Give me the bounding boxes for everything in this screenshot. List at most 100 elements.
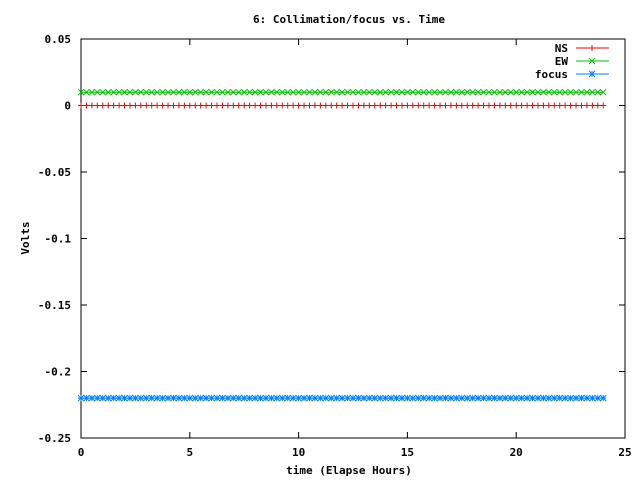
data-point bbox=[360, 394, 368, 402]
data-point bbox=[88, 88, 96, 96]
data-point bbox=[181, 88, 188, 96]
data-point bbox=[164, 88, 172, 96]
data-point bbox=[594, 88, 602, 96]
data-point bbox=[414, 394, 422, 402]
data-point bbox=[142, 394, 150, 402]
data-point bbox=[453, 88, 460, 96]
data-point bbox=[251, 88, 259, 96]
data-point bbox=[175, 88, 183, 96]
data-point bbox=[376, 394, 384, 402]
data-point bbox=[485, 394, 493, 402]
data-point bbox=[83, 102, 90, 109]
data-point bbox=[159, 88, 166, 96]
data-point bbox=[105, 102, 112, 109]
data-point bbox=[137, 394, 145, 402]
data-point bbox=[230, 102, 237, 109]
data-point bbox=[474, 88, 482, 96]
data-point bbox=[458, 88, 466, 96]
series-ns bbox=[78, 102, 607, 109]
data-point bbox=[181, 394, 188, 402]
data-point bbox=[148, 102, 155, 109]
data-point bbox=[311, 102, 318, 109]
data-point bbox=[104, 394, 112, 402]
data-point bbox=[78, 102, 84, 109]
data-point bbox=[545, 88, 553, 96]
y-tick-label: -0.15 bbox=[38, 299, 71, 312]
data-point bbox=[442, 394, 449, 402]
data-point bbox=[186, 394, 194, 402]
data-point bbox=[121, 394, 128, 402]
data-point bbox=[317, 394, 324, 402]
data-point bbox=[474, 394, 482, 402]
data-point bbox=[496, 394, 504, 402]
data-point bbox=[154, 102, 161, 109]
data-point bbox=[578, 88, 585, 96]
chart-title: 6: Collimation/focus vs. Time bbox=[253, 13, 445, 26]
data-point bbox=[453, 102, 460, 109]
data-point bbox=[278, 88, 286, 96]
data-point bbox=[524, 102, 531, 109]
data-point bbox=[491, 88, 498, 96]
data-point bbox=[442, 88, 449, 96]
data-point bbox=[311, 394, 319, 402]
data-point bbox=[349, 88, 357, 96]
data-point bbox=[333, 394, 341, 402]
data-point bbox=[469, 88, 477, 96]
data-point bbox=[170, 102, 177, 109]
data-point bbox=[409, 394, 417, 402]
data-point bbox=[213, 394, 221, 402]
data-point bbox=[512, 88, 520, 96]
data-point bbox=[523, 88, 531, 96]
data-point bbox=[583, 88, 591, 96]
data-point bbox=[360, 88, 368, 96]
data-point bbox=[365, 394, 373, 402]
data-point bbox=[301, 102, 308, 109]
data-point bbox=[170, 88, 177, 96]
data-point bbox=[600, 102, 607, 109]
data-point bbox=[371, 394, 379, 402]
data-point bbox=[589, 88, 596, 96]
data-point bbox=[551, 102, 558, 109]
data-point bbox=[252, 102, 259, 109]
data-point bbox=[224, 394, 232, 402]
legend-label: focus bbox=[535, 68, 568, 81]
data-point bbox=[148, 394, 156, 402]
data-point bbox=[344, 102, 351, 109]
data-point bbox=[556, 102, 563, 109]
data-point bbox=[355, 394, 362, 402]
data-point bbox=[556, 394, 564, 402]
data-point bbox=[523, 394, 531, 402]
data-point bbox=[420, 394, 428, 402]
data-point bbox=[268, 88, 275, 96]
data-point bbox=[573, 102, 580, 109]
data-point bbox=[507, 88, 515, 96]
data-point bbox=[529, 102, 536, 109]
data-point bbox=[240, 394, 248, 402]
data-point bbox=[431, 88, 438, 96]
data-point bbox=[458, 102, 465, 109]
data-point bbox=[191, 88, 199, 96]
x-tick-label: 10 bbox=[292, 446, 305, 459]
data-point bbox=[77, 394, 85, 402]
data-point bbox=[257, 102, 264, 109]
data-point bbox=[121, 102, 128, 109]
data-point bbox=[262, 88, 270, 96]
data-point bbox=[311, 88, 319, 96]
data-point bbox=[137, 88, 145, 96]
data-point bbox=[208, 88, 215, 96]
data-point bbox=[496, 102, 503, 109]
data-point bbox=[333, 102, 340, 109]
data-point bbox=[327, 88, 335, 96]
data-point bbox=[480, 102, 487, 109]
legend-marker bbox=[588, 70, 596, 78]
data-point bbox=[132, 88, 139, 96]
data-point bbox=[94, 102, 101, 109]
series-layer bbox=[77, 88, 607, 402]
data-point bbox=[132, 394, 139, 402]
data-point bbox=[295, 394, 302, 402]
data-point bbox=[137, 102, 144, 109]
data-point bbox=[458, 394, 466, 402]
data-point bbox=[463, 394, 471, 402]
data-point bbox=[540, 88, 547, 96]
data-point bbox=[83, 394, 90, 402]
